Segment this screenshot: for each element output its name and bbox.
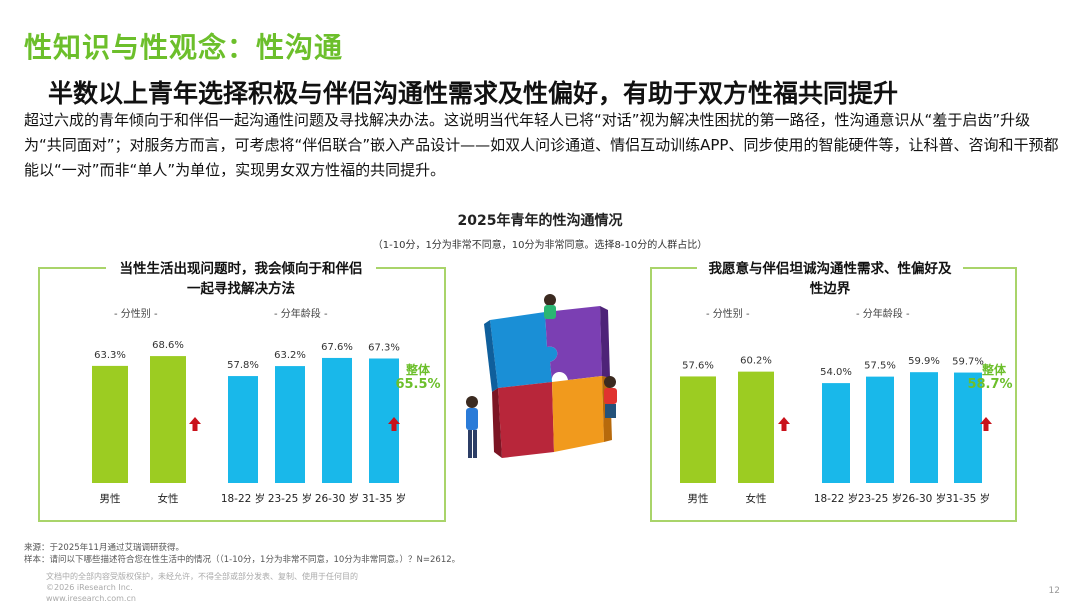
bar-chart-left: 63.3% 男性 68.6% 女性 57.8% 18-22 岁 63.2% 23-25 岁 67… xyxy=(92,340,406,505)
bar xyxy=(910,372,938,483)
footer-copyright: www.iresearch.com.cn xyxy=(46,594,136,603)
puzzle-piece-red xyxy=(498,382,554,458)
bar xyxy=(738,371,774,483)
category-label: 18-22 岁 xyxy=(221,492,265,505)
bar-value-label: 59.9% xyxy=(908,356,940,367)
footer-copyright: 文档中的全部内容受版权保护，未经允许，不得全部或部分发表、复制、使用于任何目的 xyxy=(46,572,358,581)
category-label: 26-30 岁 xyxy=(902,492,946,505)
group-label-gender: - 分性别 - xyxy=(706,309,750,320)
overall-label-right: 整体 xyxy=(981,363,1006,377)
overall-label-left: 整体 xyxy=(405,363,430,377)
person-icon xyxy=(466,396,478,408)
up-arrow-icon xyxy=(388,417,400,431)
bar-value-label: 57.8% xyxy=(227,360,259,371)
group-label-age: - 分年龄段 - xyxy=(856,309,910,320)
up-arrow-icon xyxy=(189,417,201,431)
slide-title: 性知识与性观念：性沟通 xyxy=(24,31,344,64)
category-label: 26-30 岁 xyxy=(315,492,359,505)
up-arrow-icon xyxy=(778,417,790,431)
bar-value-label: 67.6% xyxy=(321,342,353,353)
category-label: 女性 xyxy=(746,492,767,505)
bar xyxy=(228,376,258,483)
puzzle-piece-purple xyxy=(545,306,602,382)
category-label: 23-25 岁 xyxy=(858,492,902,505)
panel-title-right: 我愿意与伴侣坦诚沟通性需求、性偏好及性边界 xyxy=(697,259,963,299)
category-label: 男性 xyxy=(100,492,121,505)
chart-title: 2025年青年的性沟通情况 xyxy=(457,213,623,229)
category-label: 男性 xyxy=(688,492,709,505)
bar-value-label: 63.3% xyxy=(94,350,126,361)
category-label: 23-25 岁 xyxy=(268,492,312,505)
category-label: 18-22 岁 xyxy=(814,492,858,505)
person-icon xyxy=(544,294,556,306)
bar-value-label: 63.2% xyxy=(274,350,306,361)
person-icon xyxy=(604,376,616,388)
footer-sample: 样本：请问以下哪些描述符合您在性生活中的情况（（1-10分，1分为非常不同意，1… xyxy=(24,555,461,565)
bar-value-label: 59.7% xyxy=(952,357,984,368)
bar-chart-right: 57.6% 男性 60.2% 女性 54.0% 18-22 岁 57.5% 23-25 岁 59… xyxy=(680,356,992,505)
bar-value-label: 57.5% xyxy=(864,361,896,372)
bar xyxy=(92,365,128,483)
bar-value-label: 54.0% xyxy=(820,367,852,378)
headline: 半数以上青年选择积极与伴侣沟通性需求及性偏好，有助于双方性福共同提升 xyxy=(48,79,899,108)
puzzle-illustration xyxy=(466,294,617,458)
summary-text: 超过六成的青年倾向于和伴侣一起沟通性问题及寻找解决办法。这说明当代年轻人已将“对… xyxy=(24,111,1059,179)
bar-value-label: 67.3% xyxy=(368,342,400,353)
bar xyxy=(822,383,850,483)
chart-panel-right: 我愿意与伴侣坦诚沟通性需求、性偏好及性边界 - 分性别 - - 分年龄段 - 5… xyxy=(650,259,1017,522)
page-number: 12 xyxy=(1048,586,1060,596)
bar xyxy=(275,366,305,483)
bar-value-label: 60.2% xyxy=(740,356,772,367)
overall-value-right: 58.7% xyxy=(967,377,1013,392)
bar-value-label: 57.6% xyxy=(682,360,714,371)
puzzle-piece-orange xyxy=(552,376,604,452)
overall-value-left: 65.5% xyxy=(395,377,441,392)
up-arrow-icon xyxy=(980,417,992,431)
bar xyxy=(954,372,982,483)
bar xyxy=(866,376,894,483)
bar xyxy=(322,357,352,483)
category-label: 31-35 岁 xyxy=(362,492,406,505)
chart-panel-left: 当性生活出现问题时，我会倾向于和伴侣一起寻找解决方法 - 分性别 - - 分年龄… xyxy=(38,259,446,522)
puzzle-piece-blue xyxy=(490,312,558,388)
footer-source: 来源：于2025年11月通过艾瑞调研获得。 xyxy=(24,543,184,553)
bar xyxy=(150,356,186,483)
category-label: 女性 xyxy=(158,492,179,505)
category-label: 31-35 岁 xyxy=(946,492,990,505)
bar xyxy=(680,376,716,483)
chart-note: （1-10分，1分为非常不同意，10分为非常同意。选择8-10分的人群占比） xyxy=(372,240,708,251)
group-label-age: - 分年龄段 - xyxy=(274,309,328,320)
group-label-gender: - 分性别 - xyxy=(114,309,158,320)
footer-copyright: ©2026 iResearch Inc. xyxy=(46,583,133,592)
bar-value-label: 68.6% xyxy=(152,340,184,351)
panel-title-left: 当性生活出现问题时，我会倾向于和伴侣一起寻找解决方法 xyxy=(106,259,376,299)
